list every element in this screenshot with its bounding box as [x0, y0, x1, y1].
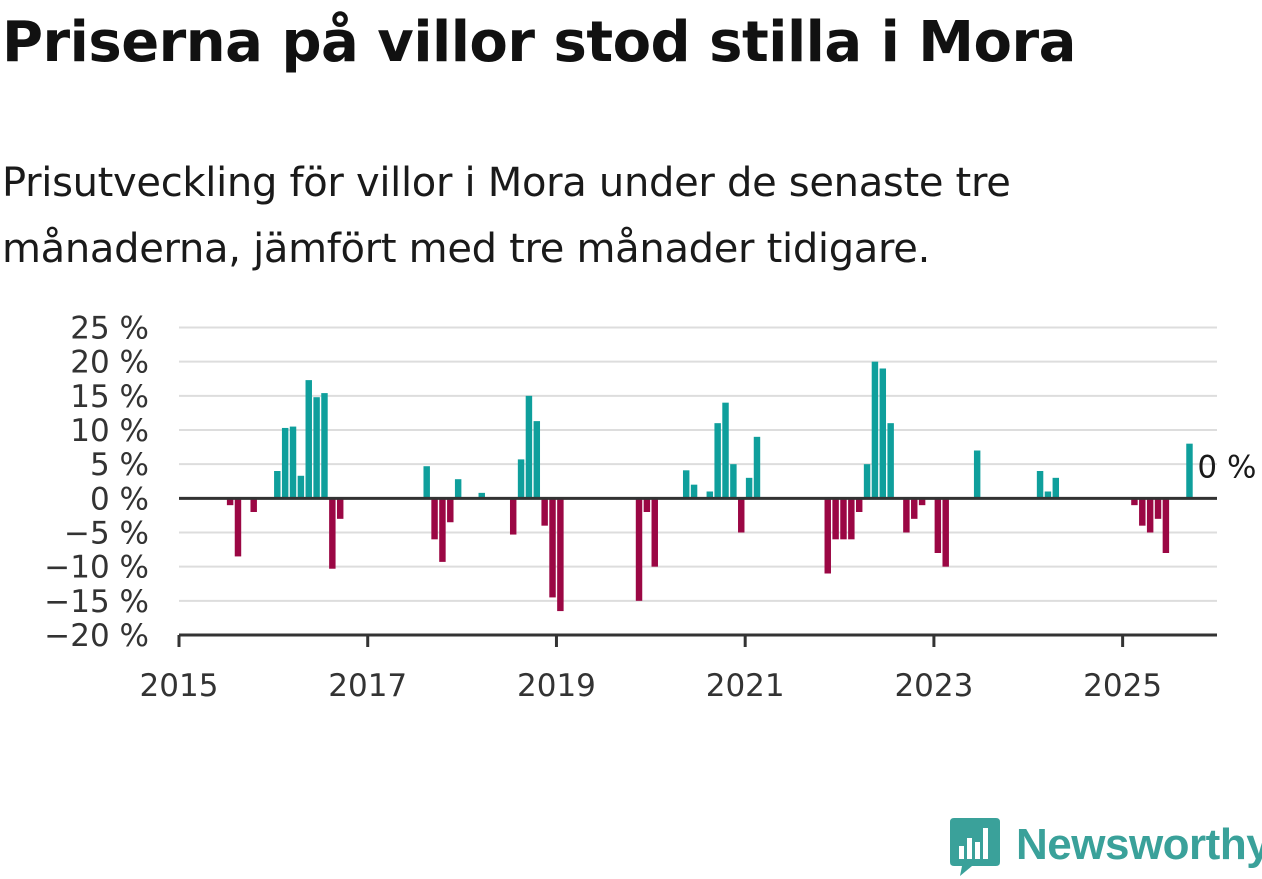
y-tick-label: −20 %	[44, 618, 149, 654]
bar	[439, 498, 446, 562]
bar	[274, 471, 281, 499]
bar	[911, 498, 918, 519]
bar	[973, 450, 981, 499]
bar	[305, 380, 312, 499]
bar	[635, 498, 643, 601]
bar	[1162, 498, 1170, 553]
y-tick-label: −15 %	[44, 584, 149, 620]
bar	[431, 498, 438, 540]
x-tick-label: 2021	[706, 668, 785, 704]
bar	[297, 475, 305, 499]
bar	[840, 498, 847, 540]
newsworthy-logo: Newsworthy	[950, 816, 1262, 878]
bar	[643, 498, 651, 512]
bar	[329, 498, 336, 569]
bar	[690, 484, 698, 499]
bar	[863, 464, 871, 499]
y-tick-label: 0 %	[90, 481, 149, 517]
bar	[313, 397, 320, 499]
bar	[903, 498, 910, 533]
bar	[942, 498, 949, 567]
bar	[234, 498, 242, 557]
bar	[336, 498, 344, 519]
gridlines	[179, 326, 1217, 602]
bar	[753, 436, 761, 499]
bar	[887, 423, 894, 499]
bar	[423, 466, 430, 499]
bar	[706, 491, 714, 499]
bar	[1044, 491, 1052, 499]
bar	[533, 421, 541, 499]
bar	[478, 492, 485, 499]
bar	[549, 498, 556, 598]
x-tick-label: 2019	[517, 668, 596, 704]
bar	[289, 426, 297, 499]
bar	[918, 498, 926, 506]
bar	[848, 498, 855, 540]
y-tick-label: −10 %	[44, 550, 149, 586]
bar	[714, 423, 721, 499]
x-tick-label: 2023	[894, 668, 973, 704]
brand-name: Newsworthy	[1016, 820, 1262, 869]
bar	[509, 498, 517, 535]
bar	[682, 470, 690, 499]
x-tick-label: 2017	[328, 668, 407, 704]
bar	[1036, 471, 1044, 499]
newsworthy-logo-icon	[950, 818, 1000, 876]
y-tick-label: 15 %	[70, 379, 149, 415]
bar	[824, 498, 831, 574]
bar	[1139, 498, 1146, 526]
bar	[1154, 498, 1162, 519]
y-tick-label: 5 %	[90, 447, 149, 483]
bar	[281, 427, 289, 499]
y-tick-label: 10 %	[70, 413, 149, 449]
bar	[541, 498, 548, 526]
last-value-label: 0 %	[1197, 449, 1256, 485]
bar	[1186, 443, 1193, 499]
bar	[855, 498, 863, 512]
bar	[738, 498, 745, 533]
bar	[730, 464, 737, 499]
x-axis-ticks: 2015 2017 2019 2021 2023 2025	[140, 635, 1162, 704]
x-tick-label: 2015	[140, 668, 219, 704]
bar	[651, 498, 658, 567]
bar-chart: −20 %−15 %−10 %−5 %0 %5 %10 %15 %20 %25 …	[44, 311, 1256, 705]
y-axis-ticks: −20 %−15 %−10 %−5 %0 %5 %10 %15 %20 %25 …	[44, 311, 149, 655]
x-tick-label: 2025	[1083, 668, 1162, 704]
bar	[1146, 498, 1154, 533]
y-tick-label: 25 %	[70, 311, 149, 347]
chart-subtitle: Prisutveckling för villor i Mora under d…	[2, 160, 1011, 272]
bar	[250, 498, 257, 512]
bar	[832, 498, 839, 540]
bar	[745, 477, 753, 499]
bar	[1131, 498, 1138, 506]
bar	[321, 393, 328, 499]
bar	[871, 361, 879, 499]
chart-title: Priserna på villor stod stilla i Mora	[2, 10, 1076, 75]
bar	[934, 498, 942, 553]
bar	[454, 479, 462, 499]
bar	[525, 395, 533, 499]
bar	[557, 498, 564, 612]
axes	[179, 496, 1217, 637]
bar	[447, 498, 454, 523]
bars	[226, 361, 1193, 612]
bar	[226, 498, 234, 506]
y-tick-label: −5 %	[64, 516, 149, 552]
bar	[879, 368, 887, 499]
bar	[722, 402, 729, 499]
bar	[1052, 477, 1060, 499]
y-tick-label: 20 %	[70, 345, 149, 381]
bar	[517, 459, 525, 499]
